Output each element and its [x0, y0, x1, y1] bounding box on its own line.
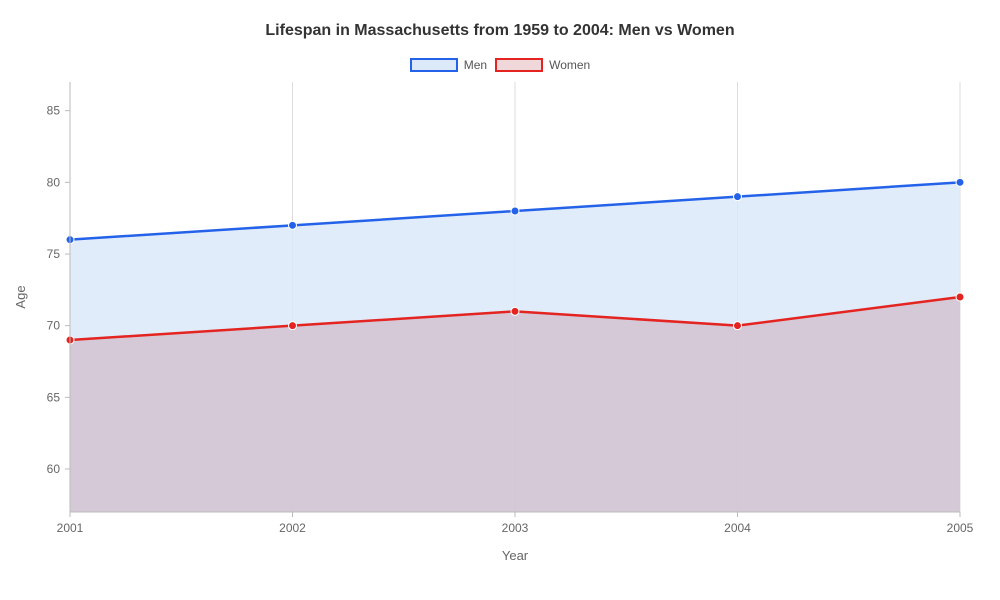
legend-item-men: Men	[410, 58, 487, 72]
x-tick-label: 2003	[502, 521, 529, 535]
legend-label-women: Women	[549, 58, 590, 72]
chart-title: Lifespan in Massachusetts from 1959 to 2…	[0, 0, 1000, 40]
y-tick-label: 75	[47, 247, 61, 261]
marker-men	[734, 193, 742, 201]
marker-women	[956, 293, 964, 301]
x-tick-label: 2001	[57, 521, 84, 535]
chart-svg: 60 65 70 75 80 85 2001 2002 2003 2004 2005 Year Age	[0, 72, 1000, 582]
legend-label-men: Men	[464, 58, 487, 72]
x-axis-label: Year	[502, 548, 529, 563]
x-tick-label: 2005	[947, 521, 974, 535]
marker-women	[734, 322, 742, 330]
marker-men	[289, 221, 297, 229]
legend: Men Women	[0, 58, 1000, 72]
x-tick-label: 2004	[724, 521, 751, 535]
marker-women	[289, 322, 297, 330]
y-tick-label: 70	[47, 319, 61, 333]
x-tick-label: 2002	[279, 521, 306, 535]
legend-swatch-women	[495, 58, 543, 72]
marker-women	[511, 307, 519, 315]
legend-swatch-men	[410, 58, 458, 72]
y-tick-label: 65	[47, 390, 61, 404]
marker-men	[956, 178, 964, 186]
chart-container: Lifespan in Massachusetts from 1959 to 2…	[0, 0, 1000, 600]
y-axis-label: Age	[13, 285, 28, 308]
y-tick-label: 85	[47, 104, 61, 118]
y-tick-label: 60	[47, 462, 61, 476]
legend-item-women: Women	[495, 58, 590, 72]
y-tick-label: 80	[47, 175, 61, 189]
marker-men	[511, 207, 519, 215]
